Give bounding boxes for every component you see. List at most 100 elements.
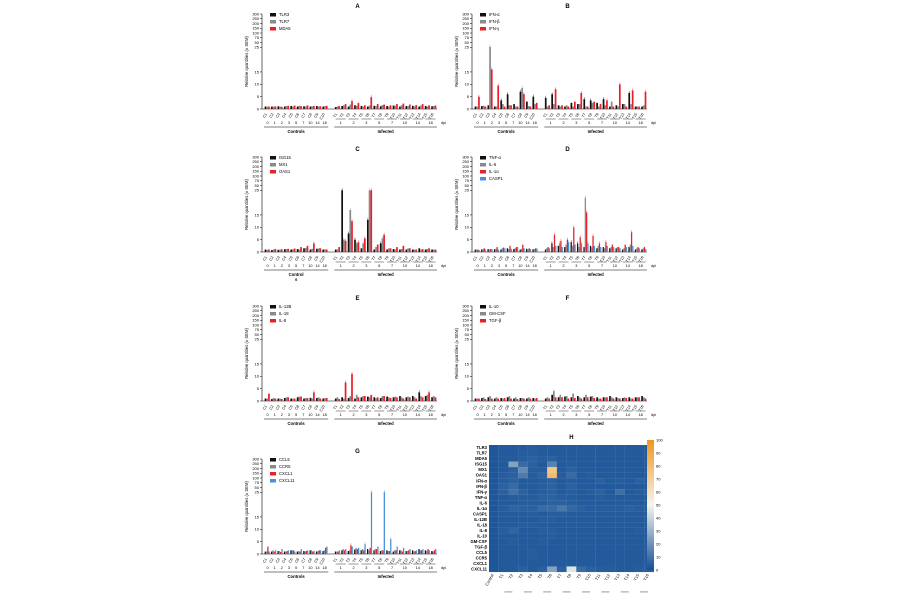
heatmap-cell <box>586 489 596 495</box>
bar <box>309 249 312 252</box>
x-tick-label: C10 <box>529 256 536 264</box>
bar <box>273 551 275 554</box>
bar <box>557 105 560 109</box>
bar <box>424 106 427 109</box>
bar <box>484 249 487 252</box>
x-tick-label: C4 <box>281 113 287 119</box>
bar <box>344 382 347 401</box>
bar <box>283 398 286 401</box>
heatmap-row-label: CCR5 <box>476 556 488 561</box>
bar <box>408 248 411 252</box>
x-tick-label: C5 <box>498 256 504 262</box>
heatmap-cell <box>634 500 645 506</box>
heatmap-cell <box>634 555 645 562</box>
y-tick-label: 5 <box>467 386 470 391</box>
legend-label: CCL5 <box>279 457 290 462</box>
bar <box>641 106 643 109</box>
bar <box>309 106 312 109</box>
dpi-label: 2 <box>562 413 564 417</box>
bar <box>373 397 376 401</box>
heatmap-cell <box>595 549 606 556</box>
heatmap-cell <box>586 500 596 506</box>
bar <box>354 398 356 401</box>
controls-label: Controls <box>288 129 306 134</box>
heatmap-cell <box>634 544 645 550</box>
bar <box>264 249 267 252</box>
heatmap-cell <box>518 544 528 550</box>
bar <box>621 398 624 401</box>
bar <box>570 242 572 252</box>
x-tick-label: T8 <box>378 256 384 262</box>
bar <box>402 547 405 554</box>
heatmap-cell <box>605 566 616 573</box>
y-tick-label: 150 <box>252 169 259 174</box>
bar <box>272 249 275 252</box>
x-tick-label: C7 <box>301 405 307 411</box>
x-tick-label: T2 <box>339 558 345 564</box>
bar <box>600 247 602 252</box>
x-tick-label: T10 <box>599 256 606 264</box>
bar <box>344 240 347 252</box>
bar <box>343 550 346 554</box>
bar <box>400 105 403 109</box>
bar <box>619 248 621 252</box>
bar <box>474 398 477 401</box>
heatmap-cell <box>615 478 625 484</box>
heatmap-cell <box>566 527 577 534</box>
bar <box>548 248 551 252</box>
bar <box>313 551 315 554</box>
heatmap-cell <box>489 527 499 534</box>
y-tick-label: 150 <box>252 26 259 31</box>
heatmap-cell <box>605 533 616 539</box>
dpi-label: 3 <box>575 264 577 268</box>
heatmap-cell <box>556 489 567 495</box>
x-tick-label: T12 <box>402 405 409 413</box>
heatmap-cell <box>605 478 616 484</box>
heatmap-cell <box>489 549 499 556</box>
x-tick-label: C1 <box>262 256 268 262</box>
bar <box>311 106 314 109</box>
bar <box>264 398 267 401</box>
y-tick-label: 25 <box>465 45 470 50</box>
heatmap-cell <box>527 472 538 479</box>
heatmap-cell <box>615 555 625 562</box>
heatmap-cell <box>624 450 635 457</box>
bar <box>381 238 384 252</box>
heatmap-cell <box>595 566 606 573</box>
heatmap-cell <box>508 522 519 528</box>
bar <box>611 244 613 252</box>
heatmap-cell <box>547 505 557 512</box>
dpi-label: 1 <box>550 413 552 417</box>
bar <box>283 249 286 252</box>
bar <box>298 249 301 252</box>
heatmap-cell <box>586 478 596 484</box>
y-tick-label: 5 <box>257 94 260 99</box>
heatmap-cell <box>576 549 587 556</box>
heatmap-cell <box>498 560 509 567</box>
x-tick-label: T15 <box>421 405 428 413</box>
heatmap-cell <box>498 494 509 501</box>
legend-swatch <box>480 27 486 31</box>
heatmap-cell <box>595 522 606 528</box>
bar <box>366 396 369 401</box>
x-tick-label: T5 <box>358 113 364 119</box>
dpi-label: 14 <box>525 121 529 125</box>
heatmap-cell <box>508 494 519 501</box>
bar <box>509 245 511 252</box>
heatmap-cell <box>595 538 606 545</box>
infected-label: Infected <box>378 272 394 277</box>
dpi-label: 7 <box>391 566 393 570</box>
bar <box>392 551 394 554</box>
heatmap-cell <box>615 538 625 545</box>
dpi-label: 3 <box>498 121 500 125</box>
bar <box>368 550 370 554</box>
dpi-label: 0 <box>477 264 479 268</box>
bar <box>643 247 646 252</box>
y-tick-label: 50 <box>465 40 470 45</box>
x-tick-label: T4 <box>352 405 358 411</box>
bar <box>609 106 611 109</box>
y-tick-label: 50 <box>255 40 260 45</box>
bar <box>420 550 423 554</box>
bar <box>576 104 579 109</box>
